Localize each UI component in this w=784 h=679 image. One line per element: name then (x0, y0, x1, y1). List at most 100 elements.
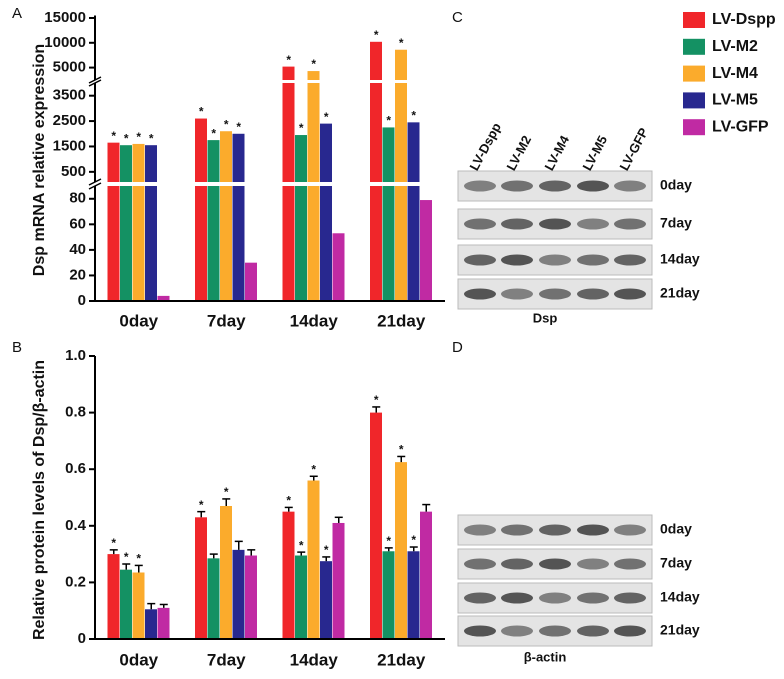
y-tick-label: 0 (78, 292, 86, 309)
blot-band (464, 558, 496, 570)
significance-mark: * (136, 552, 141, 566)
y-tick-label: 0.8 (65, 404, 86, 421)
panel-label: A (12, 5, 22, 22)
row-label: 0day (660, 521, 692, 537)
legend-label: LV-Dspp (712, 11, 776, 28)
bar (220, 505, 232, 639)
significance-mark: * (411, 533, 416, 547)
bar (120, 569, 132, 639)
blot-band (577, 180, 609, 192)
x-tick-label: 21day (377, 311, 426, 330)
bar (370, 41, 382, 302)
x-tick-label: 0day (119, 650, 158, 669)
blot-band (539, 524, 571, 536)
blot-band (614, 558, 646, 570)
bar (320, 123, 332, 301)
significance-mark: * (236, 120, 241, 134)
blot-band (464, 625, 496, 637)
blot-band (464, 592, 496, 604)
significance-mark: * (286, 494, 291, 508)
y-tick-label: 2500 (53, 112, 86, 129)
x-tick-label: 0day (119, 311, 158, 330)
axis-break (87, 80, 445, 83)
bar (332, 233, 345, 301)
legend-label: LV-M4 (712, 65, 758, 82)
significance-mark: * (111, 536, 116, 550)
significance-mark: * (299, 121, 304, 135)
lane-label: LV-M2 (503, 133, 534, 173)
row-label: 21day (660, 285, 700, 301)
legend-label: LV-M5 (712, 92, 758, 109)
y-tick-label: 1500 (53, 137, 86, 154)
blot-band (464, 218, 496, 230)
bar (295, 555, 307, 639)
bar (232, 549, 245, 639)
blot-band (539, 254, 571, 266)
significance-mark: * (124, 550, 129, 564)
bar (295, 135, 307, 301)
y-tick-label: 80 (69, 190, 86, 207)
legend-swatch (683, 65, 705, 82)
panel-label: B (12, 339, 22, 356)
bar (307, 480, 320, 639)
bar (282, 511, 295, 639)
bar (407, 551, 420, 639)
blot-band (614, 180, 646, 192)
row-label: 14day (660, 589, 700, 605)
y-tick-label: 0.2 (65, 573, 86, 590)
significance-mark: * (149, 131, 154, 145)
significance-mark: * (374, 393, 379, 407)
bar (232, 133, 245, 301)
lane-label: LV-Dspp (466, 120, 504, 173)
blot-band (577, 218, 609, 230)
significance-mark: * (324, 543, 329, 557)
significance-mark: * (111, 129, 116, 143)
blot-band (577, 592, 609, 604)
row-label: 7day (660, 555, 692, 571)
significance-mark: * (224, 117, 229, 131)
blot-band (501, 625, 533, 637)
blot-band (614, 592, 646, 604)
y-tick-label: 0.4 (65, 517, 87, 534)
significance-mark: * (324, 110, 329, 124)
bar (320, 561, 332, 639)
y-tick-label: 40 (69, 241, 86, 258)
blot-band (614, 254, 646, 266)
significance-mark: * (299, 538, 304, 552)
y-tick-label: 15000 (44, 9, 86, 26)
blot-caption: β-actin (524, 649, 567, 664)
bar (107, 142, 120, 301)
significance-mark: * (224, 485, 229, 499)
blot-band (577, 524, 609, 536)
blot-band (577, 558, 609, 570)
legend-label: LV-GFP (712, 118, 769, 135)
legend-swatch (683, 92, 705, 109)
legend-swatch (683, 38, 705, 55)
significance-mark: * (286, 53, 291, 67)
bar (107, 554, 120, 639)
row-label: 7day (660, 215, 692, 231)
y-tick-label: 1.0 (65, 347, 86, 364)
blot-band (501, 254, 533, 266)
blot-band (501, 524, 533, 536)
blot-band (577, 254, 609, 266)
significance-mark: * (199, 498, 204, 512)
bar (395, 462, 407, 639)
significance-mark: * (386, 534, 391, 548)
lane-label: LV-GFP (616, 125, 651, 173)
blot-band (464, 524, 496, 536)
blot-band (614, 625, 646, 637)
y-tick-label: 500 (61, 163, 86, 180)
x-tick-label: 14day (290, 650, 339, 669)
y-tick-label: 0 (78, 630, 86, 647)
bar (245, 555, 257, 639)
blot-caption: Dsp (533, 310, 558, 325)
x-tick-label: 21day (377, 650, 426, 669)
significance-mark: * (311, 57, 316, 71)
y-tick-label: 20 (69, 266, 86, 283)
significance-mark: * (311, 462, 316, 476)
bar (132, 572, 145, 639)
y-axis-label: Relative protein levels of Dsp/β-actin (31, 360, 48, 640)
blot-band (501, 180, 533, 192)
